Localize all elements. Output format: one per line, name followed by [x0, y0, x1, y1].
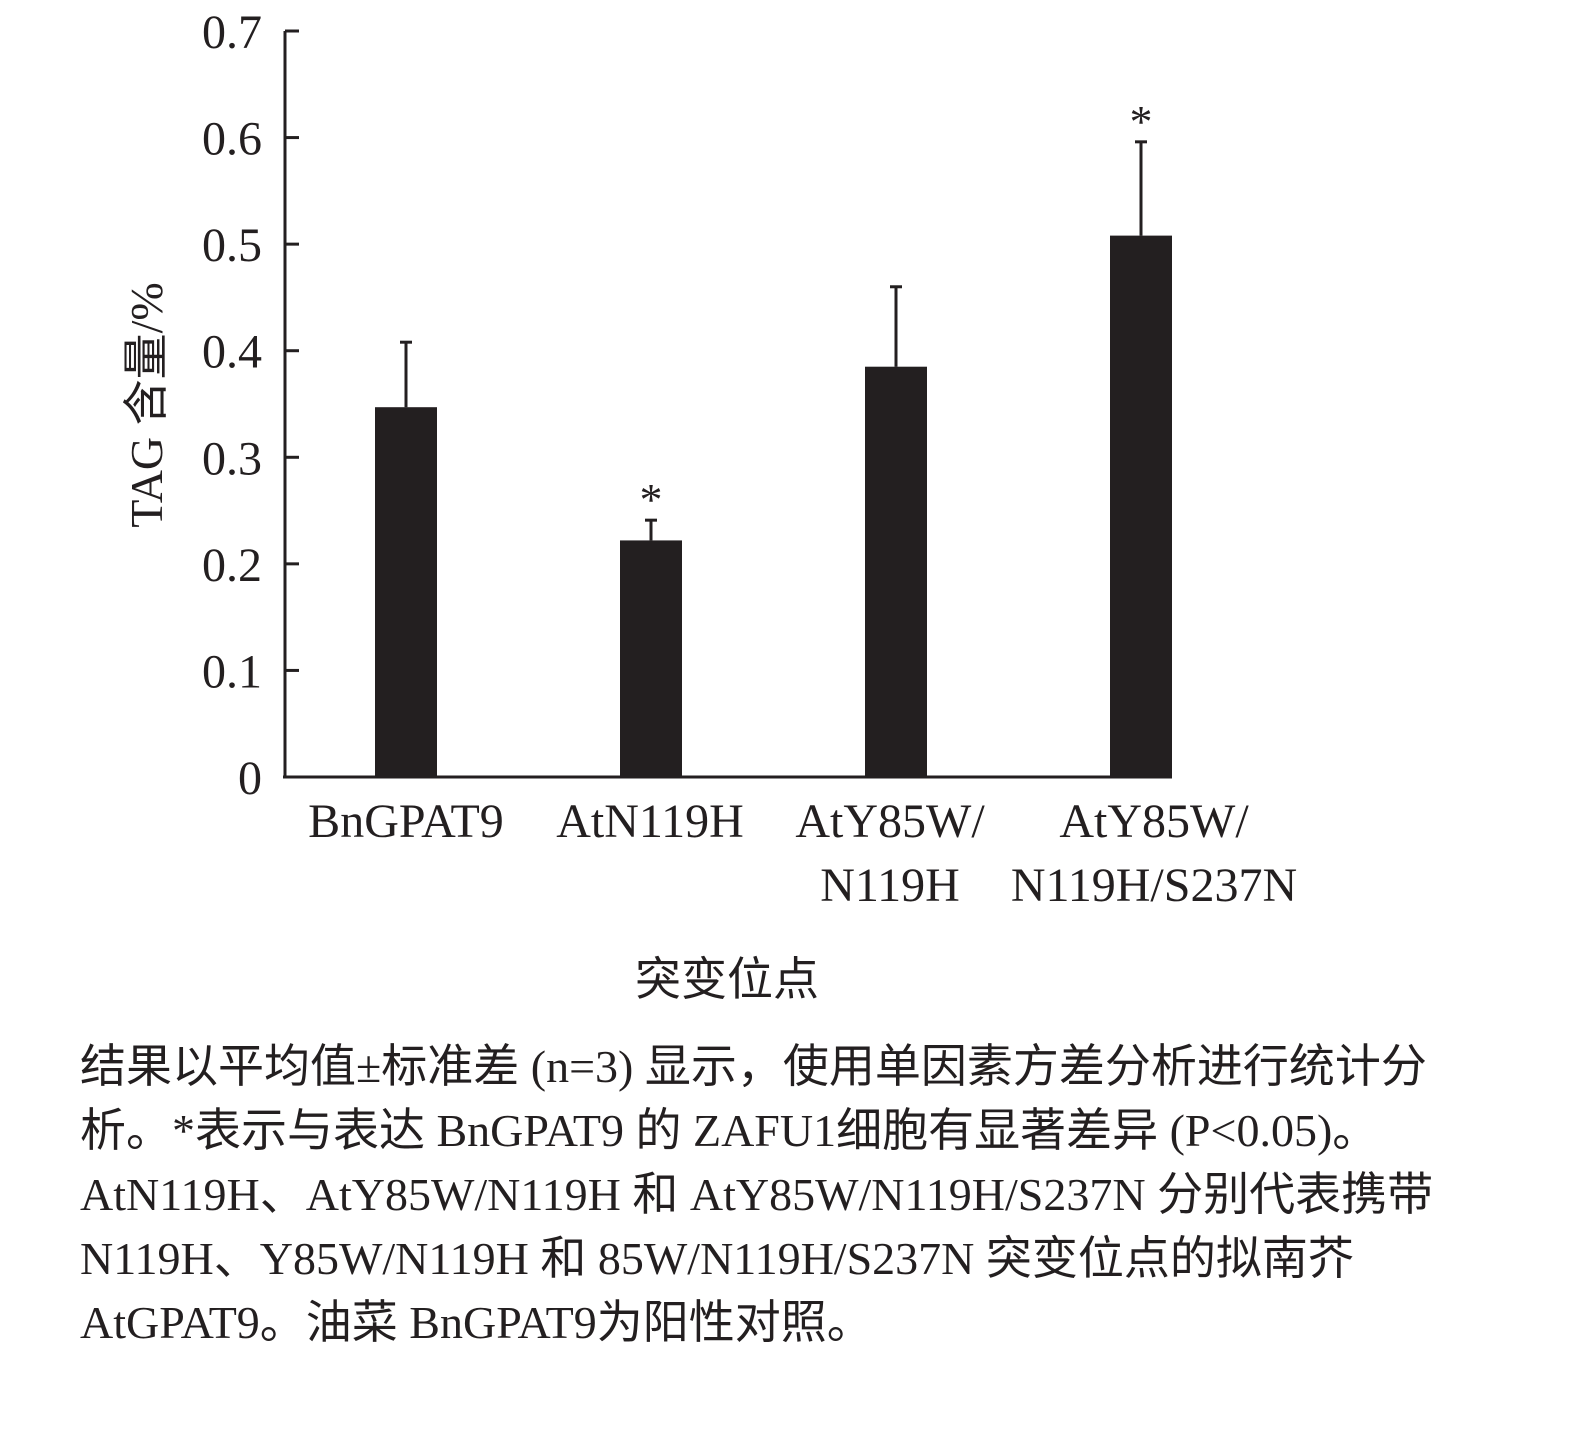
- y-tick-label: 0.5: [202, 219, 262, 272]
- y-tick-label: 0.6: [202, 113, 262, 166]
- figure-caption: 结果以平均值±标准差 (n=3) 显示，使用单因素方差分析进行统计分析。*表示与…: [80, 1035, 1500, 1355]
- bars: **: [375, 96, 1172, 778]
- y-tick-label: 0.7: [202, 6, 262, 59]
- y-axis-ticks: 0 0.1 0.2 0.3 0.4 0.5 0.6 0.7: [202, 6, 299, 805]
- x-category-label-line: AtN119H: [556, 795, 744, 848]
- x-category-label: BnGPAT9: [308, 795, 504, 848]
- y-tick-label: 0.4: [202, 326, 262, 379]
- x-category-label-line: AtY85W/: [1059, 795, 1249, 848]
- x-category-label: AtY85W/N119H: [795, 795, 985, 912]
- x-axis-title: 突变位点: [635, 954, 819, 1005]
- bar: [620, 540, 682, 777]
- y-tick-label: 0: [238, 752, 262, 805]
- x-axis-category-labels: BnGPAT9 AtN119H AtY85W/N119HAtY85W/N119H/S…: [308, 795, 1297, 912]
- x-category-label-line: AtY85W/: [795, 795, 985, 848]
- x-category-label-line: N119H/S237N: [1011, 859, 1297, 912]
- bar: [1110, 235, 1172, 778]
- x-category-label-line: BnGPAT9: [308, 795, 504, 848]
- y-tick-label: 0.1: [202, 645, 262, 698]
- bar: [865, 366, 927, 777]
- y-tick-label: 0.2: [202, 539, 262, 592]
- x-category-label: AtY85W/N119H/S237N: [1011, 795, 1297, 912]
- y-tick-label: 0.3: [202, 432, 262, 485]
- x-category-label-line: N119H: [820, 859, 960, 912]
- caption-text: 结果以平均值±标准差 (n=3) 显示，使用单因素方差分析进行统计分析。*表示与…: [80, 1041, 1434, 1348]
- significance-mark: *: [640, 474, 663, 525]
- significance-mark: *: [1130, 96, 1153, 147]
- y-axis-title: TAG 含量/%: [121, 282, 172, 527]
- x-category-label: AtN119H: [556, 795, 744, 848]
- bar-chart: 00.10.20.30.40.50.60.7 ** BnGPAT9 AtN119H…: [121, 6, 1297, 1005]
- bar: [375, 407, 437, 777]
